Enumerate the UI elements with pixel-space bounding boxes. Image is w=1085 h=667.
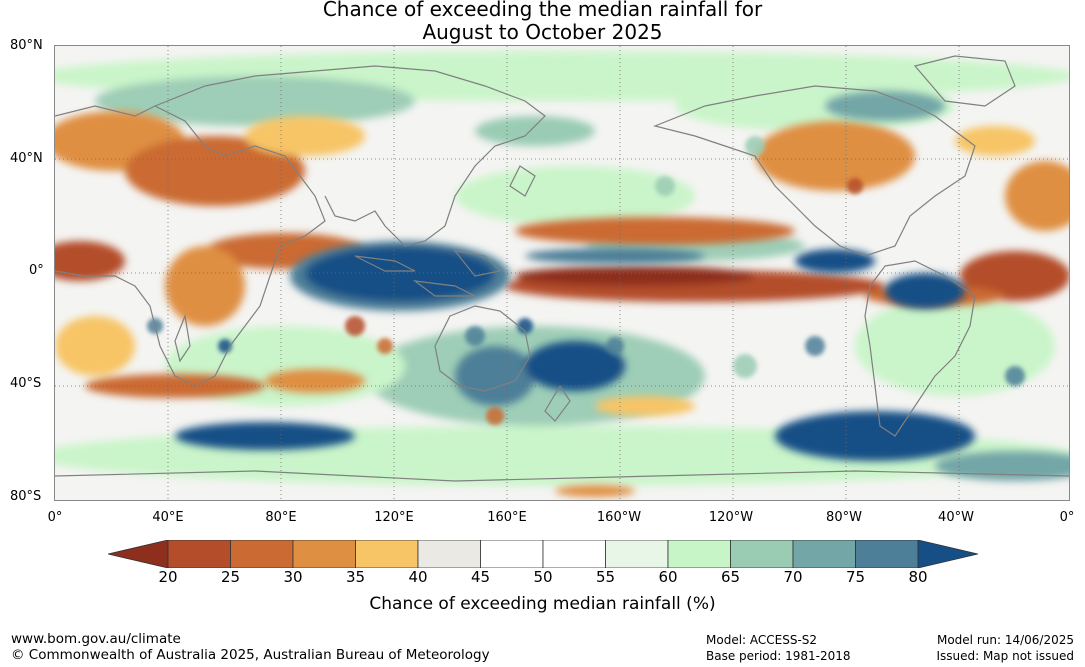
lon-label-0-right: 0°: [1059, 510, 1075, 525]
lat-label-80n: 80°N: [10, 38, 43, 53]
colorbar-tick-label: 25: [220, 568, 241, 586]
colorbar-tick-label: 50: [533, 568, 553, 586]
colorbar-tick-label: 60: [658, 568, 678, 586]
colorbar-segment: [792, 540, 856, 568]
colorbar-low-extend: [108, 540, 169, 568]
colorbar-tick-label: 45: [470, 568, 491, 586]
footer-copyright: © Commonwealth of Australia 2025, Austra…: [11, 647, 490, 663]
colorbar-tick-label: 75: [845, 568, 866, 586]
colorbar-segment: [292, 540, 356, 568]
colorbar-segment: [605, 540, 669, 568]
lat-label-80s: 80°S: [10, 489, 42, 504]
colorbar-segment: [730, 540, 794, 568]
colorbar-segment: [542, 540, 606, 568]
colorbar-segment: [355, 540, 419, 568]
rainfall-probability-map: [54, 45, 1070, 501]
lat-label-40s: 40°S: [10, 376, 42, 391]
colorbar-tick-label: 35: [345, 568, 366, 586]
lon-label-80e: 80°E: [265, 510, 297, 525]
lon-label-120w: 120°W: [708, 510, 754, 525]
colorbar-tick-label: 65: [720, 568, 741, 586]
lon-label-120e: 120°E: [374, 510, 414, 525]
map-title-line1: Chance of exceeding the median rainfall …: [322, 0, 763, 21]
lon-label-160e: 160°E: [487, 510, 527, 525]
footer-issued: Issued: Map not issued: [936, 649, 1074, 663]
graticule: [55, 46, 1069, 500]
lon-label-40e: 40°E: [152, 510, 184, 525]
footer-base-period: Base period: 1981-2018: [706, 649, 851, 663]
colorbar-tick-label: 80: [908, 568, 928, 586]
footer-model-run: Model run: 14/06/2025: [936, 633, 1074, 647]
lon-label-0-left: 0°: [47, 510, 63, 525]
colorbar-segment: [855, 540, 919, 568]
map-title-line2: August to October 2025: [422, 20, 663, 44]
map-canvas: [55, 46, 1069, 500]
colorbar-segment: [167, 540, 231, 568]
colorbar-segment: [480, 540, 544, 568]
colorbar-tick-label: 55: [595, 568, 616, 586]
colorbar-segment: [667, 540, 731, 568]
colorbar-tick-label: 30: [283, 568, 303, 586]
colorbar: [108, 540, 978, 568]
colorbar-title: Chance of exceeding median rainfall (%): [369, 594, 716, 614]
colorbar-tick-label: 40: [408, 568, 428, 586]
colorbar-segment: [230, 540, 294, 568]
coastlines: [55, 55, 1069, 482]
lon-label-80w: 80°W: [826, 510, 862, 525]
colorbar-tick-label: 70: [783, 568, 803, 586]
footer-url: www.bom.gov.au/climate: [11, 631, 181, 647]
colorbar-segment: [417, 540, 481, 568]
lat-label-0: 0°: [29, 263, 44, 278]
footer-model: Model: ACCESS-S2: [706, 633, 818, 647]
colorbar-high-extend: [917, 540, 978, 568]
colorbar-tick-label: 20: [158, 568, 178, 586]
lon-label-160w: 160°W: [596, 510, 642, 525]
lon-label-40w: 40°W: [938, 510, 974, 525]
lat-label-40n: 40°N: [10, 151, 43, 166]
